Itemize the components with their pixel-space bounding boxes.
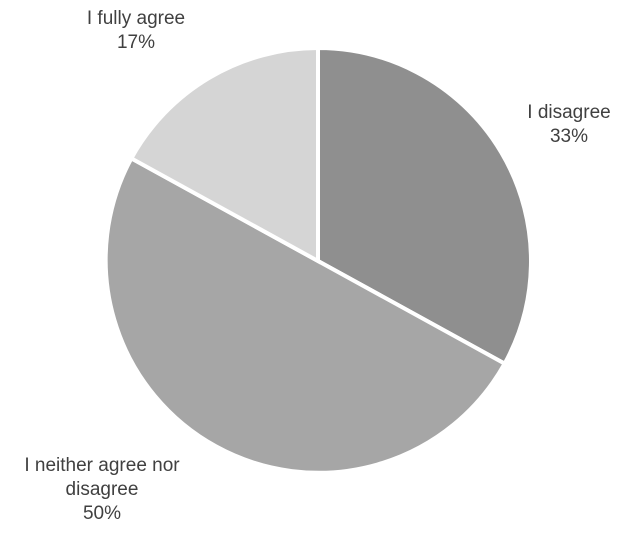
data-label-i-disagree: I disagree 33%: [527, 102, 610, 147]
category-label-line: disagree: [66, 479, 139, 500]
pie-labels: I disagree 33% I neither agree nor disagree…: [24, 8, 610, 524]
pie-slice-i-fully-agree: [128, 45, 320, 265]
data-label-i-neither-agree-nor-disagree: I neither agree nor disagree 50%: [24, 455, 180, 524]
percent-label: 17%: [117, 32, 155, 53]
category-label-line: I disagree: [527, 102, 610, 123]
category-label-line: I fully agree: [87, 8, 185, 29]
pie-slice-i-neither-agree-nor-disagree: [103, 155, 508, 475]
pie-slice-i-disagree: [316, 45, 533, 367]
pie-slices: [103, 45, 533, 475]
percent-label: 50%: [83, 503, 121, 524]
data-label-i-fully-agree: I fully agree 17%: [87, 8, 185, 53]
percent-label: 33%: [550, 126, 588, 147]
category-label-line: I neither agree nor: [24, 455, 180, 476]
